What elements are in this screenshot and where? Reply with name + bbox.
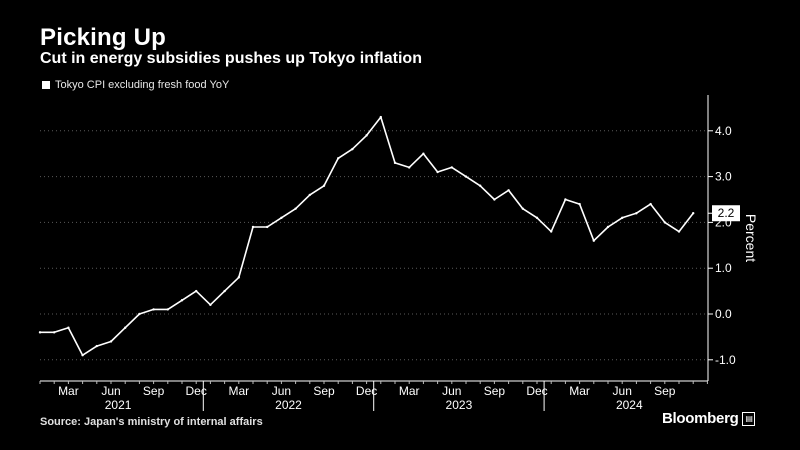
data-point (294, 207, 297, 210)
data-point (95, 344, 99, 348)
year-label: 2022 (275, 398, 302, 412)
data-point (535, 216, 539, 220)
x-tick-label: Dec (526, 384, 547, 398)
x-tick-label: Jun (272, 384, 291, 398)
series (38, 115, 695, 357)
data-point (621, 216, 624, 220)
x-tick-label: Dec (186, 384, 207, 398)
brand-name: Bloomberg (662, 410, 739, 427)
data-point (692, 212, 695, 215)
x-tick-label: Sep (143, 384, 165, 398)
year-label: 2023 (446, 398, 473, 412)
x-tick-label: Mar (58, 384, 79, 398)
data-point (635, 212, 638, 215)
x-tick-label: Mar (399, 384, 420, 398)
y-tick-label: -1.0 (715, 353, 736, 367)
bloomberg-logo: Bloomberg ▤ (662, 410, 756, 427)
data-point (422, 152, 425, 155)
data-point (564, 198, 567, 201)
data-point (464, 175, 468, 178)
x-tick-label: Sep (654, 384, 676, 398)
x-tick-label: Sep (313, 384, 335, 398)
y-axis-title: Percent (743, 214, 759, 262)
series-line-tokyo-cpi (40, 116, 694, 357)
x-tick-label: Dec (356, 384, 377, 398)
chart-subtitle: Cut in energy subsidies pushes up Tokyo … (40, 50, 422, 67)
data-point (521, 207, 524, 210)
terminal-icon: ▤ (742, 411, 756, 426)
data-point (436, 170, 439, 174)
data-point (393, 161, 397, 165)
y-tick-label: 3.0 (715, 170, 732, 184)
data-point (280, 216, 283, 220)
legend-swatch (42, 81, 50, 89)
data-point (663, 221, 666, 224)
data-point (209, 303, 212, 307)
data-point (237, 276, 240, 279)
data-point (38, 331, 42, 334)
data-point (180, 299, 184, 302)
x-tick-label: Jun (101, 384, 120, 398)
data-point (53, 331, 56, 334)
data-point (124, 326, 127, 329)
x-tick-label: Sep (484, 384, 506, 398)
data-point (592, 239, 595, 242)
data-point (109, 340, 113, 343)
source-note: Source: Japan's ministry of internal aff… (40, 416, 263, 428)
last-value-box (712, 205, 740, 222)
legend: Tokyo CPI excluding fresh food YoY (42, 79, 229, 91)
data-point (450, 166, 453, 169)
x-tick-label: Jun (613, 384, 632, 398)
data-point (223, 289, 226, 293)
data-point (152, 308, 155, 311)
data-point (507, 189, 510, 192)
data-point (195, 289, 198, 293)
data-point (479, 184, 482, 187)
x-tick-label: Mar (569, 384, 590, 398)
data-point (379, 115, 382, 119)
data-point (266, 225, 269, 229)
y-tick-label: 0.0 (715, 307, 732, 321)
data-point (578, 202, 581, 206)
data-point (337, 157, 340, 160)
legend-label: Tokyo CPI excluding fresh food YoY (55, 79, 230, 91)
data-point (351, 147, 354, 151)
data-point (251, 225, 255, 229)
y-tick-label: 1.0 (715, 261, 732, 275)
year-label: 2024 (616, 398, 643, 412)
y-tick-label: 4.0 (715, 124, 732, 138)
data-point (606, 225, 610, 229)
x-tick-label: Jun (442, 384, 461, 398)
chart-title: Picking Up (40, 24, 167, 51)
data-point (138, 312, 141, 316)
x-tick-label: Mar (228, 384, 249, 398)
data-point (67, 326, 70, 329)
data-point (322, 184, 326, 187)
data-point (408, 166, 411, 169)
last-value-label: 2.2 (718, 206, 735, 220)
data-point (550, 230, 553, 233)
axes (39, 95, 713, 411)
data-point (308, 193, 311, 197)
gridlines (40, 130, 708, 361)
data-point (649, 202, 652, 206)
data-point (81, 354, 84, 357)
data-point (166, 308, 169, 311)
data-point (493, 198, 496, 201)
data-point (365, 134, 368, 137)
data-point (677, 230, 681, 233)
year-label: 2021 (105, 398, 132, 412)
